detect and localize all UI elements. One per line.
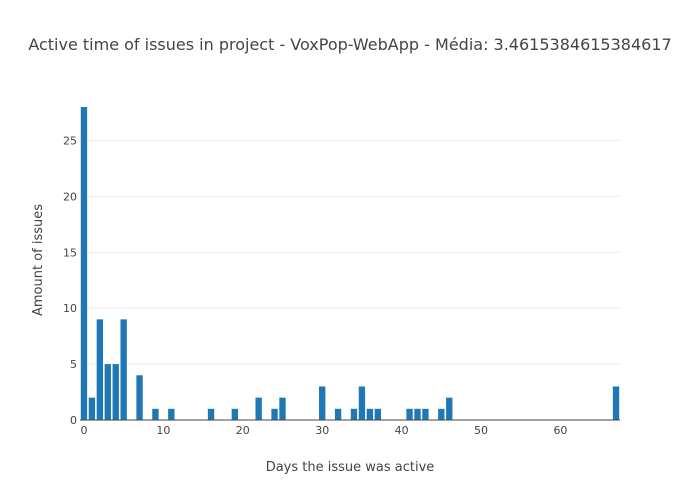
bar[interactable] <box>414 408 421 420</box>
bar[interactable] <box>358 386 366 420</box>
bar[interactable] <box>120 319 127 420</box>
bar[interactable] <box>255 397 262 420</box>
bar[interactable] <box>88 397 96 420</box>
bar[interactable] <box>366 408 374 420</box>
y-tick-label: 0 <box>70 414 77 427</box>
bar[interactable] <box>104 364 111 420</box>
bar[interactable] <box>112 364 119 420</box>
x-tick-label: 30 <box>315 424 329 437</box>
bars <box>80 107 620 420</box>
bar[interactable] <box>422 408 429 420</box>
bar[interactable] <box>334 408 342 420</box>
bar[interactable] <box>612 386 620 420</box>
bar[interactable] <box>406 408 413 420</box>
tick-labels: 0 5 10 15 20 25 0 10 20 30 40 50 60 <box>63 135 567 437</box>
bar[interactable] <box>279 397 286 420</box>
bar[interactable] <box>96 319 104 420</box>
x-tick-label: 40 <box>395 424 409 437</box>
bar[interactable] <box>446 397 453 420</box>
y-axis-label: Amount of issues <box>31 204 46 316</box>
bar[interactable] <box>136 375 143 420</box>
y-tick-label: 5 <box>70 358 77 371</box>
y-tick-label: 10 <box>63 302 77 315</box>
bar[interactable] <box>168 408 175 420</box>
bar[interactable] <box>438 408 445 420</box>
x-tick-label: 10 <box>156 424 170 437</box>
bar[interactable] <box>271 408 278 420</box>
bar[interactable] <box>80 107 88 420</box>
x-tick-label: 50 <box>474 424 488 437</box>
bar[interactable] <box>207 408 215 420</box>
y-tick-label: 15 <box>63 246 77 259</box>
x-tick-label: 20 <box>236 424 250 437</box>
y-tick-label: 20 <box>63 190 77 203</box>
bar[interactable] <box>319 386 326 420</box>
x-tick-label: 60 <box>553 424 567 437</box>
chart-title: Active time of issues in project - VoxPo… <box>28 35 671 54</box>
x-axis-label: Days the issue was active <box>266 460 435 475</box>
bar[interactable] <box>350 408 358 420</box>
bar[interactable] <box>152 408 159 420</box>
y-tick-label: 25 <box>63 135 77 148</box>
gridlines <box>80 140 620 365</box>
bar[interactable] <box>374 408 381 420</box>
x-tick-label: 0 <box>80 424 87 437</box>
bar[interactable] <box>231 408 239 420</box>
